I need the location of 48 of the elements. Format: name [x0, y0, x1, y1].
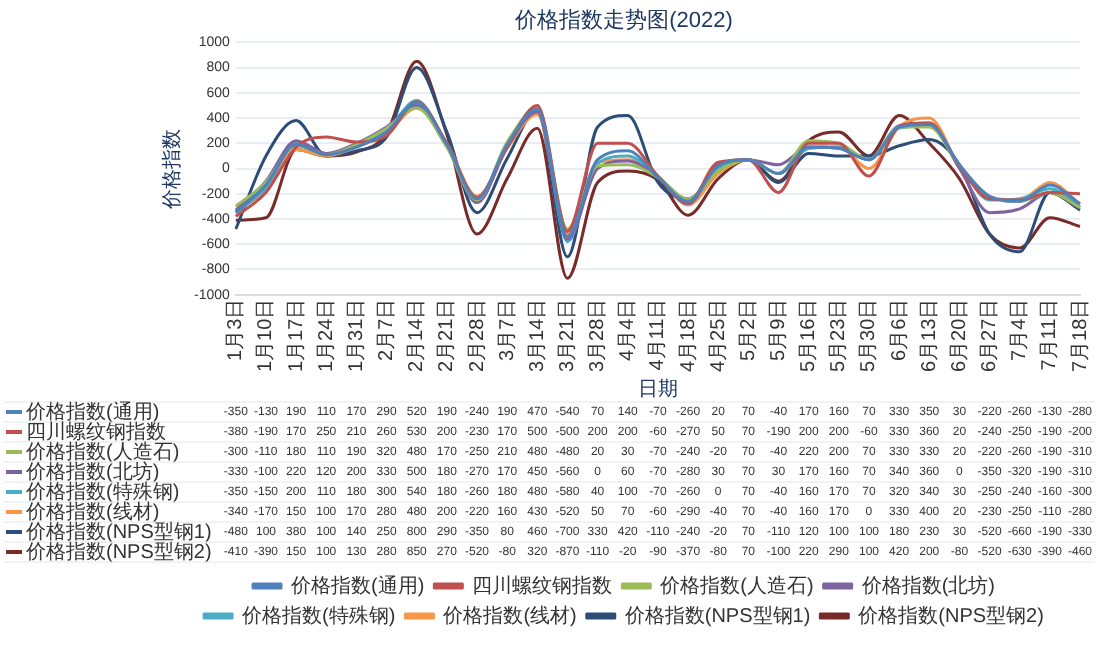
x-tick-label: 6月20日 [948, 298, 971, 373]
x-tick-label: 5月23日 [828, 298, 851, 373]
x-tick-label: 5月30日 [858, 298, 881, 373]
x-tick-label: 4月4日 [617, 298, 640, 361]
legend-label: 价格指数(NPS型钢1) [24, 519, 212, 544]
legend-label: 价格指数(特殊钢) [24, 479, 180, 504]
legend-label: 价格指数(北坊) [24, 459, 160, 484]
legend-label: 价格指数(人造石) [24, 439, 180, 464]
x-tick-label: 2月21日 [436, 298, 459, 373]
legend-label: 价格指数(通用) [24, 399, 160, 424]
x-tick-label: 2月14日 [406, 298, 429, 373]
x-tick-label: 1月31日 [345, 298, 368, 373]
x-tick-label: 6月27日 [979, 298, 1002, 373]
x-tick-label: 2月7日 [376, 298, 399, 361]
x-tick-label: 5月2日 [737, 298, 760, 361]
x-tick-label: 7月4日 [1009, 298, 1032, 361]
text: 四川螺纹钢指数 [472, 575, 613, 598]
x-tick-label: 4月11日 [647, 298, 670, 371]
legend-label: 价格指数(NPS型钢2) [24, 539, 212, 564]
x-tick-label: 6月6日 [888, 298, 911, 361]
legend-label: 四川螺纹钢指数 [26, 419, 166, 444]
text: 价格指数(NPS型钢2) [858, 605, 1044, 628]
x-tick-label: 4月18日 [677, 298, 700, 373]
text: 价格指数(NPS型钢1) [624, 605, 811, 628]
x-tick-label: 1月24日 [315, 298, 338, 373]
x-tick-label: 1月10日 [255, 298, 278, 373]
x-tick-label: 3月28日 [587, 298, 610, 373]
text: 价格指数(人造石) [660, 575, 814, 598]
text: 价格指数(线材) [443, 605, 577, 628]
x-tick-label: 3月21日 [556, 298, 579, 373]
text: 价格指数(特殊钢) [242, 605, 396, 628]
x-tick-label: 5月16日 [798, 298, 821, 373]
y-axis-title: 价格指数 [159, 128, 184, 211]
x-tick-label: 3月7日 [496, 298, 519, 361]
x-tick-label: 7月18日 [1069, 298, 1092, 373]
x-tick-label: 7月11日 [1039, 298, 1062, 371]
text: 价格指数(通用) [291, 575, 425, 598]
chart-title: 价格指数走势图(2022) [513, 7, 733, 34]
x-tick-label: 5月9日 [768, 298, 790, 361]
x-tick-label: 4月25日 [707, 298, 730, 373]
x-tick-label: 1月3日 [225, 298, 248, 361]
x-tick-label: 6月13日 [918, 298, 941, 373]
x-tick-label: 2月28日 [466, 298, 489, 373]
x-axis-title: 日期 [637, 376, 678, 401]
x-tick-label: 1月17日 [285, 298, 308, 373]
x-tick-label: 3月14日 [526, 298, 549, 373]
legend-label: 价格指数(线材) [24, 499, 160, 524]
text: 价格指数(北坊) [861, 575, 995, 598]
